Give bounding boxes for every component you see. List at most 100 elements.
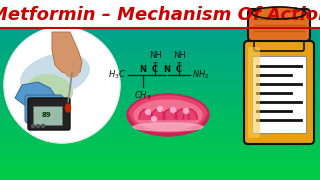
Circle shape <box>171 107 175 112</box>
Bar <box>0 138 320 139</box>
Bar <box>0 175 320 176</box>
Bar <box>0 46 320 47</box>
Bar <box>0 114 320 115</box>
Bar <box>0 111 320 112</box>
Bar <box>0 82 320 83</box>
Bar <box>0 52 320 53</box>
Bar <box>0 176 320 177</box>
Bar <box>0 6 320 7</box>
Bar <box>0 4 320 5</box>
FancyBboxPatch shape <box>252 56 306 133</box>
Bar <box>0 1 320 2</box>
Bar <box>0 124 320 125</box>
Bar <box>0 2 320 3</box>
Bar <box>0 98 320 99</box>
Bar <box>0 106 320 107</box>
Bar <box>0 129 320 130</box>
Bar <box>0 78 320 79</box>
Bar <box>0 85 320 86</box>
Bar <box>0 30 320 31</box>
Bar <box>0 95 320 96</box>
Bar <box>0 48 320 49</box>
FancyBboxPatch shape <box>248 9 310 41</box>
Bar <box>0 158 320 159</box>
Bar <box>0 57 320 58</box>
Bar <box>0 169 320 170</box>
Bar <box>0 150 320 151</box>
Bar <box>0 58 320 59</box>
Text: $H_3C$: $H_3C$ <box>108 69 126 81</box>
Bar <box>0 96 320 97</box>
Bar <box>0 84 320 85</box>
Text: 89: 89 <box>42 112 52 118</box>
Text: NH: NH <box>172 51 185 60</box>
Ellipse shape <box>133 123 203 131</box>
Bar <box>0 173 320 174</box>
Bar <box>0 8 320 9</box>
Bar <box>0 97 320 98</box>
Bar <box>0 146 320 147</box>
Bar <box>0 16 320 17</box>
Bar <box>0 22 320 23</box>
Bar <box>0 101 320 102</box>
Ellipse shape <box>127 94 209 136</box>
Circle shape <box>31 125 35 127</box>
Bar <box>0 104 320 105</box>
Bar <box>0 63 320 64</box>
Bar <box>0 49 320 50</box>
Bar <box>0 152 320 153</box>
Bar <box>0 79 320 80</box>
Bar <box>0 130 320 131</box>
Bar <box>0 99 320 100</box>
Bar <box>0 113 320 114</box>
Bar <box>0 178 320 179</box>
Bar <box>0 74 320 75</box>
Bar <box>0 164 320 165</box>
Bar <box>0 156 320 157</box>
Text: NH: NH <box>148 51 161 60</box>
Bar <box>0 90 320 91</box>
Bar <box>0 163 320 164</box>
Bar <box>0 44 320 45</box>
Ellipse shape <box>66 69 78 77</box>
Bar <box>0 154 320 155</box>
Circle shape <box>183 109 188 114</box>
FancyBboxPatch shape <box>28 98 70 130</box>
Bar <box>0 83 320 84</box>
Bar <box>0 177 320 178</box>
Bar <box>0 75 320 76</box>
Bar <box>0 25 320 26</box>
Bar <box>0 119 320 120</box>
Circle shape <box>4 27 120 143</box>
Bar <box>0 60 320 61</box>
Bar <box>0 80 320 81</box>
Bar <box>0 68 320 69</box>
Bar <box>0 140 320 141</box>
Bar <box>0 67 320 68</box>
Bar <box>0 144 320 145</box>
Ellipse shape <box>21 54 89 96</box>
Bar <box>0 28 320 29</box>
Bar <box>0 115 320 116</box>
Bar <box>0 20 320 21</box>
Ellipse shape <box>66 104 70 112</box>
Bar <box>0 17 320 18</box>
Bar <box>0 12 320 13</box>
Circle shape <box>157 107 163 111</box>
FancyBboxPatch shape <box>33 105 61 125</box>
Circle shape <box>151 116 156 122</box>
Bar <box>0 123 320 124</box>
Bar <box>0 11 320 12</box>
Bar <box>0 148 320 149</box>
Bar <box>0 47 320 48</box>
Bar <box>0 93 320 94</box>
Bar <box>0 121 320 122</box>
Bar <box>0 118 320 119</box>
Bar <box>0 21 320 22</box>
Bar <box>0 155 320 156</box>
Bar <box>0 127 320 128</box>
Bar <box>0 100 320 101</box>
Bar <box>0 62 320 63</box>
Bar <box>0 128 320 129</box>
Bar <box>0 145 320 146</box>
